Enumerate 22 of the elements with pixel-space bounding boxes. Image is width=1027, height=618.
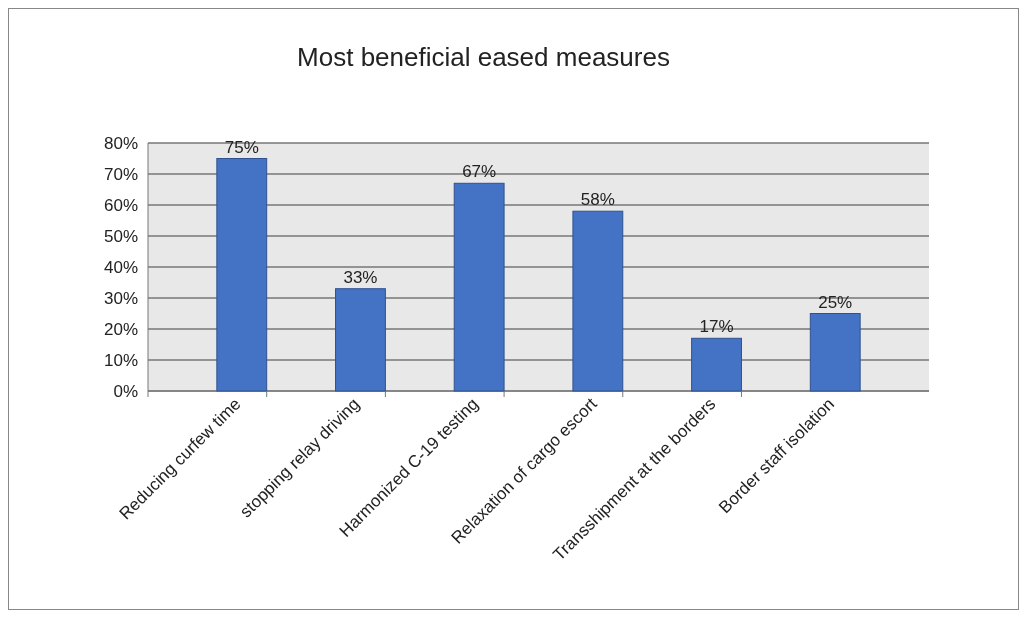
bar: [335, 288, 386, 392]
chart-title: Most beneficial eased measures: [297, 42, 670, 72]
bar: [216, 158, 268, 392]
y-tick-label: 60%: [103, 195, 138, 215]
y-tick-label: 80%: [103, 133, 138, 153]
y-tick-label: 30%: [103, 288, 138, 308]
bar: [453, 182, 505, 392]
y-tick-label: 20%: [103, 319, 138, 339]
y-tick-label: 70%: [103, 164, 138, 184]
bar: [572, 210, 624, 392]
data-label: 67%: [462, 162, 497, 182]
y-tick-label: 0%: [113, 381, 138, 401]
data-label: 25%: [818, 292, 853, 312]
y-tick-label: 50%: [103, 226, 138, 246]
bar: [691, 337, 742, 392]
data-label: 58%: [580, 190, 615, 210]
y-tick-label: 40%: [103, 257, 138, 277]
data-label: 33%: [343, 267, 378, 287]
data-label: 17%: [699, 317, 734, 337]
data-label: 75%: [224, 137, 259, 157]
y-tick-label: 10%: [103, 350, 138, 370]
bar: [809, 313, 861, 392]
